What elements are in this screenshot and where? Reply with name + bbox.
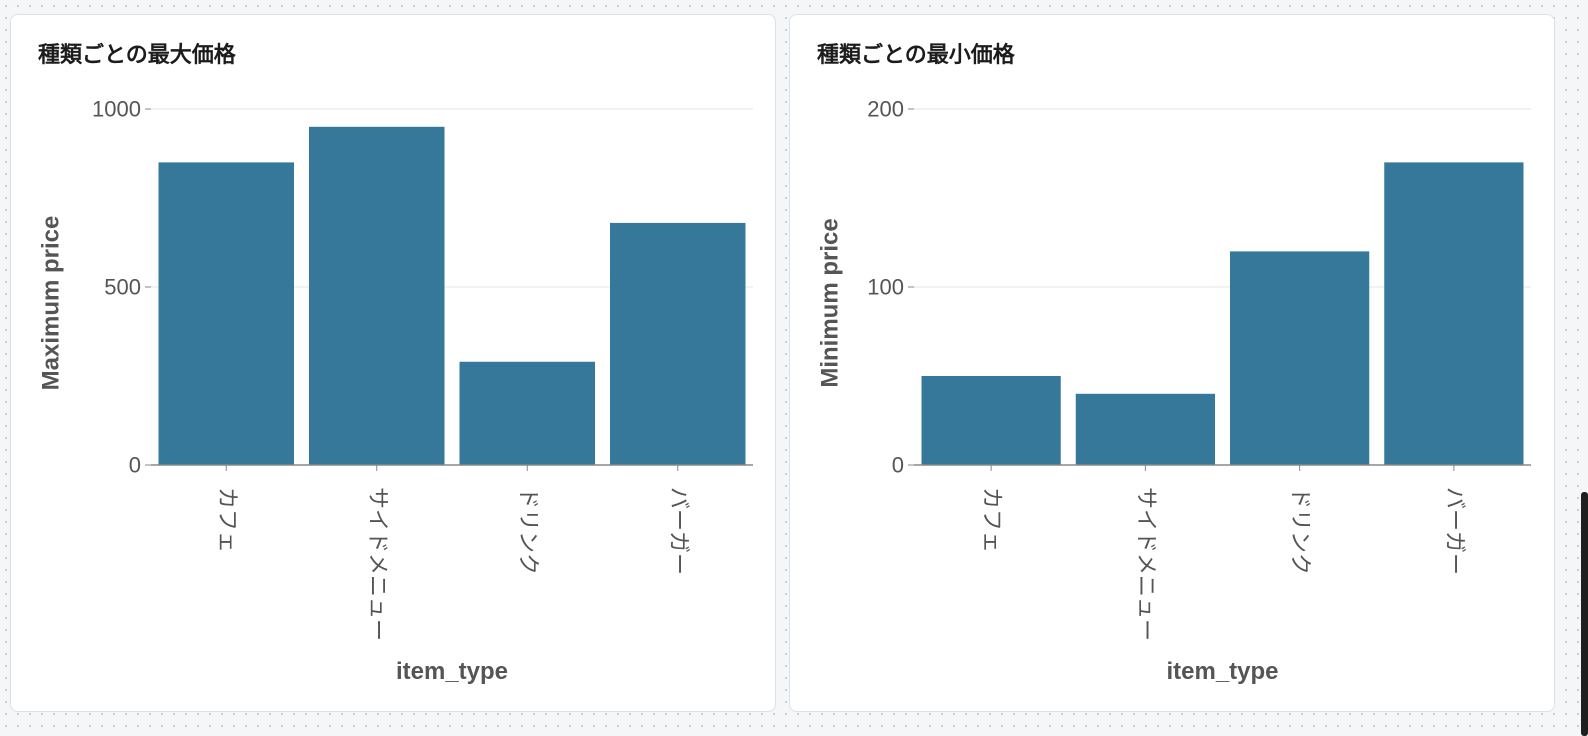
bar [1230, 251, 1370, 465]
x-tick-label: ドリンク [515, 487, 540, 575]
max-price-panel: 種類ごとの最大価格 0 500 1000 カフェ サイドメニュー ドリンク バーガー item… [10, 14, 776, 712]
y-axis-title: Maximum price [38, 216, 65, 391]
bar [921, 376, 1061, 465]
y-tick-label: 200 [867, 97, 904, 122]
y-tick-label: 100 [867, 275, 904, 300]
panel-title: 種類ごとの最大価格 [38, 43, 236, 68]
panel-title: 種類ごとの最小価格 [817, 43, 1015, 68]
x-tick-label: バーガー [665, 487, 690, 575]
max-price-bar-chart: 0 500 1000 カフェ サイドメニュー ドリンク バーガー item_type Maxim… [38, 97, 753, 685]
bar [610, 222, 746, 465]
x-axis-title: item_type [396, 658, 508, 685]
bar [459, 361, 595, 465]
x-tick-label: カフェ [979, 487, 1004, 553]
x-tick-label: サイドメニュー [1133, 487, 1158, 641]
x-tick-label: サイドメニュー [364, 487, 389, 641]
bar [1384, 162, 1524, 465]
bar [309, 126, 445, 466]
page-scrollbar[interactable] [1581, 492, 1588, 736]
y-tick-label: 0 [129, 453, 141, 478]
bar [1075, 393, 1215, 465]
x-axis-title: item_type [1166, 658, 1278, 685]
bar [158, 162, 294, 465]
x-tick-label: バーガー [1441, 487, 1466, 575]
y-tick-label: 1000 [92, 97, 141, 122]
x-tick-label: カフェ [214, 487, 239, 553]
min-price-panel: 種類ごとの最小価格 0 100 200 カフェ サイドメニュー ドリンク バーガー item_… [789, 14, 1555, 712]
y-tick-label: 500 [104, 275, 141, 300]
min-price-bar-chart: 0 100 200 カフェ サイドメニュー ドリンク バーガー item_type Minimu… [817, 97, 1531, 685]
y-axis-title: Minimum price [817, 218, 844, 387]
y-tick-label: 0 [892, 453, 904, 478]
x-tick-label: ドリンク [1287, 487, 1312, 575]
